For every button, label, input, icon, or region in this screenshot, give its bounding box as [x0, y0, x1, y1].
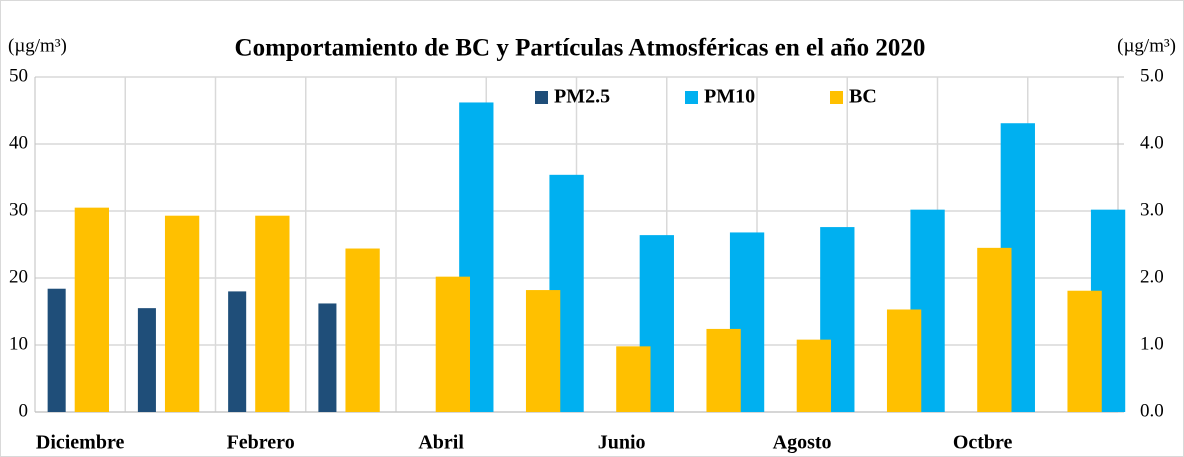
bar	[345, 248, 380, 412]
legend-label: PM2.5	[554, 86, 610, 108]
y2-tick-label: 2.0	[1140, 266, 1164, 287]
bar	[977, 247, 1012, 412]
y-tick-label: 50	[9, 65, 28, 86]
bar	[525, 290, 561, 412]
y-axis-label: (µg/m³)	[8, 35, 67, 56]
legend-label: PM10	[704, 86, 755, 108]
x-tick-label: Febrero	[227, 432, 295, 454]
x-tick-label: Junio	[598, 432, 646, 454]
bar	[616, 346, 651, 412]
y2-tick-label: 3.0	[1140, 199, 1164, 220]
bar	[886, 309, 922, 412]
bar	[47, 288, 66, 412]
bar	[164, 215, 200, 412]
chart-title: Comportamiento de BC y Partículas Atmosf…	[235, 35, 926, 62]
y2-tick-label: 5.0	[1140, 65, 1164, 86]
x-tick-label: Diciembre	[36, 432, 125, 454]
legend-swatch	[830, 91, 843, 104]
bar	[318, 303, 337, 412]
bar	[435, 276, 471, 412]
x-tick-label: Octbre	[953, 432, 1013, 454]
legend-label: BC	[849, 86, 877, 108]
bar	[706, 328, 741, 412]
y-tick-label: 40	[9, 132, 28, 153]
x-tick-label: Agosto	[773, 432, 832, 454]
bar	[1067, 290, 1102, 412]
y2-axis-label: (µg/m³)	[1117, 35, 1176, 56]
y2-tick-label: 0.0	[1140, 400, 1164, 421]
x-tick-label: Abril	[418, 432, 464, 454]
legend-swatch	[535, 91, 548, 104]
bar	[255, 215, 290, 412]
y-tick-label: 10	[9, 333, 28, 354]
y2-tick-label: 1.0	[1140, 333, 1164, 354]
y-tick-label: 0	[19, 400, 29, 421]
bar	[796, 339, 832, 412]
bar	[228, 291, 247, 412]
y2-tick-label: 4.0	[1140, 132, 1164, 153]
bar	[137, 308, 156, 412]
y-tick-label: 30	[9, 199, 28, 220]
y-tick-label: 20	[9, 266, 28, 287]
bar	[74, 207, 110, 412]
legend-swatch	[685, 91, 698, 104]
